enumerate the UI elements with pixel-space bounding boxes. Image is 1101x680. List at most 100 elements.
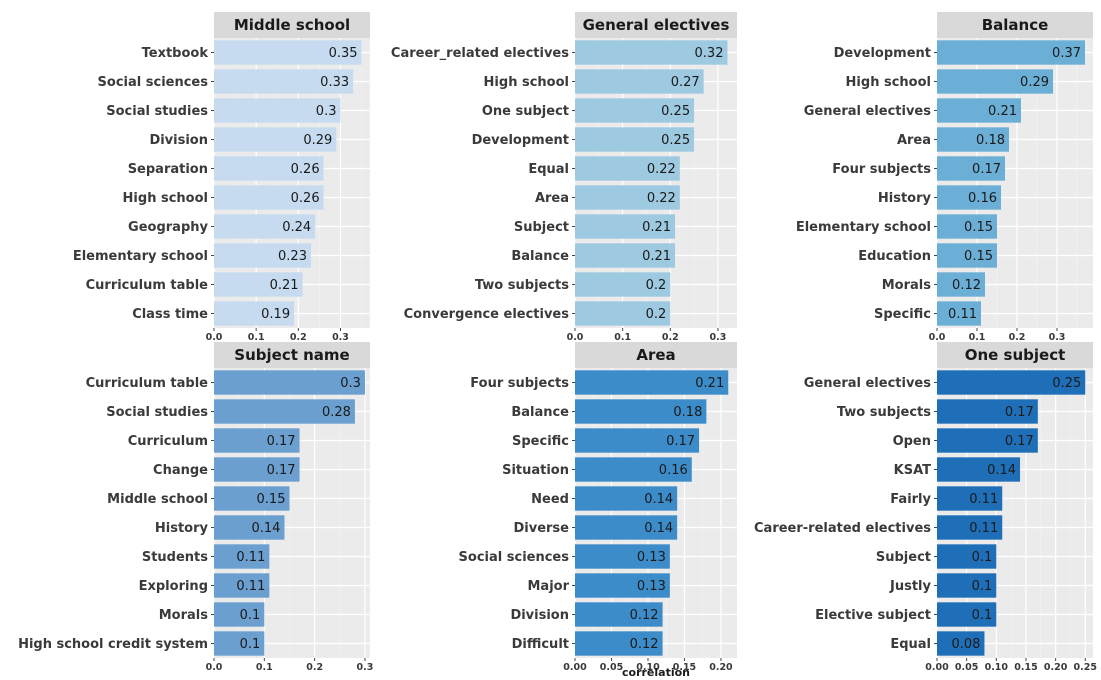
category-label: Convergence electives: [404, 307, 570, 322]
value-label: 0.1: [972, 579, 993, 594]
bar-social-sciences: [575, 544, 670, 569]
value-label: 0.16: [659, 463, 688, 478]
category-label: General electives: [804, 104, 931, 119]
value-label: 0.2: [646, 307, 667, 322]
value-label: 0.28: [322, 405, 351, 420]
x-tick-label: 0.15: [673, 662, 696, 673]
panel-strip: [937, 12, 1093, 38]
bar-high-school-credit-system: [214, 631, 265, 656]
x-tick-label: 0.1: [614, 332, 631, 343]
value-label: 0.17: [666, 434, 695, 449]
category-label: Development: [472, 133, 569, 148]
x-tick-label: 0.2: [1009, 332, 1026, 343]
category-label: Area: [535, 191, 569, 206]
panel-title: Area: [636, 346, 675, 364]
value-label: 0.16: [968, 191, 997, 206]
value-label: 0.11: [969, 492, 998, 507]
bar-situation: [575, 457, 692, 482]
bar-career-related-electives: [575, 40, 728, 65]
x-tick-label: 0.3: [357, 662, 374, 673]
bar-students: [214, 544, 270, 569]
category-label: Education: [858, 249, 931, 264]
bar-equal: [937, 631, 985, 656]
bar-need: [575, 486, 678, 511]
category-label: KSAT: [894, 463, 931, 478]
category-label: History: [878, 191, 932, 206]
x-tick-label: 0.2: [306, 662, 323, 673]
value-label: 0.29: [303, 133, 332, 148]
x-tick-label: 0.0: [929, 332, 946, 343]
category-label: Social studies: [106, 104, 208, 119]
category-label: Four subjects: [832, 162, 931, 177]
bar-area: [575, 185, 680, 210]
value-label: 0.25: [661, 104, 690, 119]
value-label: 0.1: [972, 550, 993, 565]
category-label: Area: [897, 133, 931, 148]
x-tick-label: 0.20: [1044, 662, 1068, 673]
x-tick-label: 0.3: [710, 332, 727, 343]
value-label: 0.17: [1005, 434, 1034, 449]
bar-division: [214, 127, 337, 152]
bar-subject: [575, 214, 676, 239]
bar-justly: [937, 573, 997, 598]
category-label: Class time: [132, 307, 208, 322]
bar-open: [937, 428, 1038, 453]
value-label: 0.29: [1020, 75, 1049, 90]
bar-education: [937, 243, 997, 268]
bar-social-sciences: [214, 69, 354, 94]
x-tick-label: 0.0: [206, 332, 223, 343]
panel-strip: [214, 342, 370, 368]
category-label: History: [155, 521, 209, 536]
category-label: Change: [153, 463, 208, 478]
category-label: Equal: [890, 637, 931, 652]
value-label: 0.25: [1052, 376, 1081, 391]
category-label: Need: [531, 492, 569, 507]
x-tick-label: 0.15: [1014, 662, 1037, 673]
panel-strip: [575, 342, 737, 368]
bar-geography: [214, 214, 316, 239]
category-label: High school: [484, 75, 569, 90]
panel-area: Area 0.00 0.05 0.10 0.15 0.20 0.21 Four subject…: [459, 342, 737, 673]
category-label: Elementary school: [73, 249, 208, 264]
value-label: 0.13: [637, 550, 666, 565]
x-tick-label: 0.1: [969, 332, 986, 343]
category-label: Development: [834, 46, 931, 61]
value-label: 0.14: [644, 492, 673, 507]
bar-division: [575, 602, 663, 627]
category-label: Justly: [889, 579, 932, 594]
x-tick-label: 0.10: [636, 662, 660, 673]
category-label: Social sciences: [459, 550, 570, 565]
bar-class-time: [214, 301, 295, 326]
bar-balance: [575, 399, 707, 424]
value-label: 0.18: [673, 405, 702, 420]
x-tick-label: 0.0: [567, 332, 584, 343]
panel-one-subject: One subject 0.00 0.05 0.10 0.15 0.20 0.25 0.25 G…: [754, 342, 1097, 673]
panel-strip: [214, 12, 370, 38]
category-label: Social studies: [106, 405, 208, 420]
value-label: 0.11: [236, 579, 265, 594]
bar-high-school: [575, 69, 704, 94]
category-label: Specific: [512, 434, 569, 449]
value-label: 0.15: [964, 220, 993, 235]
category-label: Separation: [128, 162, 208, 177]
value-label: 0.37: [1052, 46, 1081, 61]
bar-middle-school: [214, 486, 290, 511]
bar-development: [575, 127, 695, 152]
bar-elementary-school: [214, 243, 311, 268]
value-label: 0.17: [1005, 405, 1034, 420]
bar-social-studies: [214, 399, 355, 424]
category-label: Exploring: [139, 579, 208, 594]
bar-two-subjects: [937, 399, 1038, 424]
value-label: 0.22: [647, 162, 676, 177]
panel-strip: [575, 12, 737, 38]
bar-general-electives: [937, 98, 1021, 123]
category-label: Geography: [128, 220, 208, 235]
bar-two-subjects: [575, 272, 671, 297]
x-tick-label: 0.20: [709, 662, 733, 673]
bar-balance: [575, 243, 676, 268]
value-label: 0.2: [646, 278, 667, 293]
x-tick-label: 0.05: [600, 662, 623, 673]
x-tick-label: 0.3: [1049, 332, 1066, 343]
category-label: Curriculum table: [86, 278, 209, 293]
